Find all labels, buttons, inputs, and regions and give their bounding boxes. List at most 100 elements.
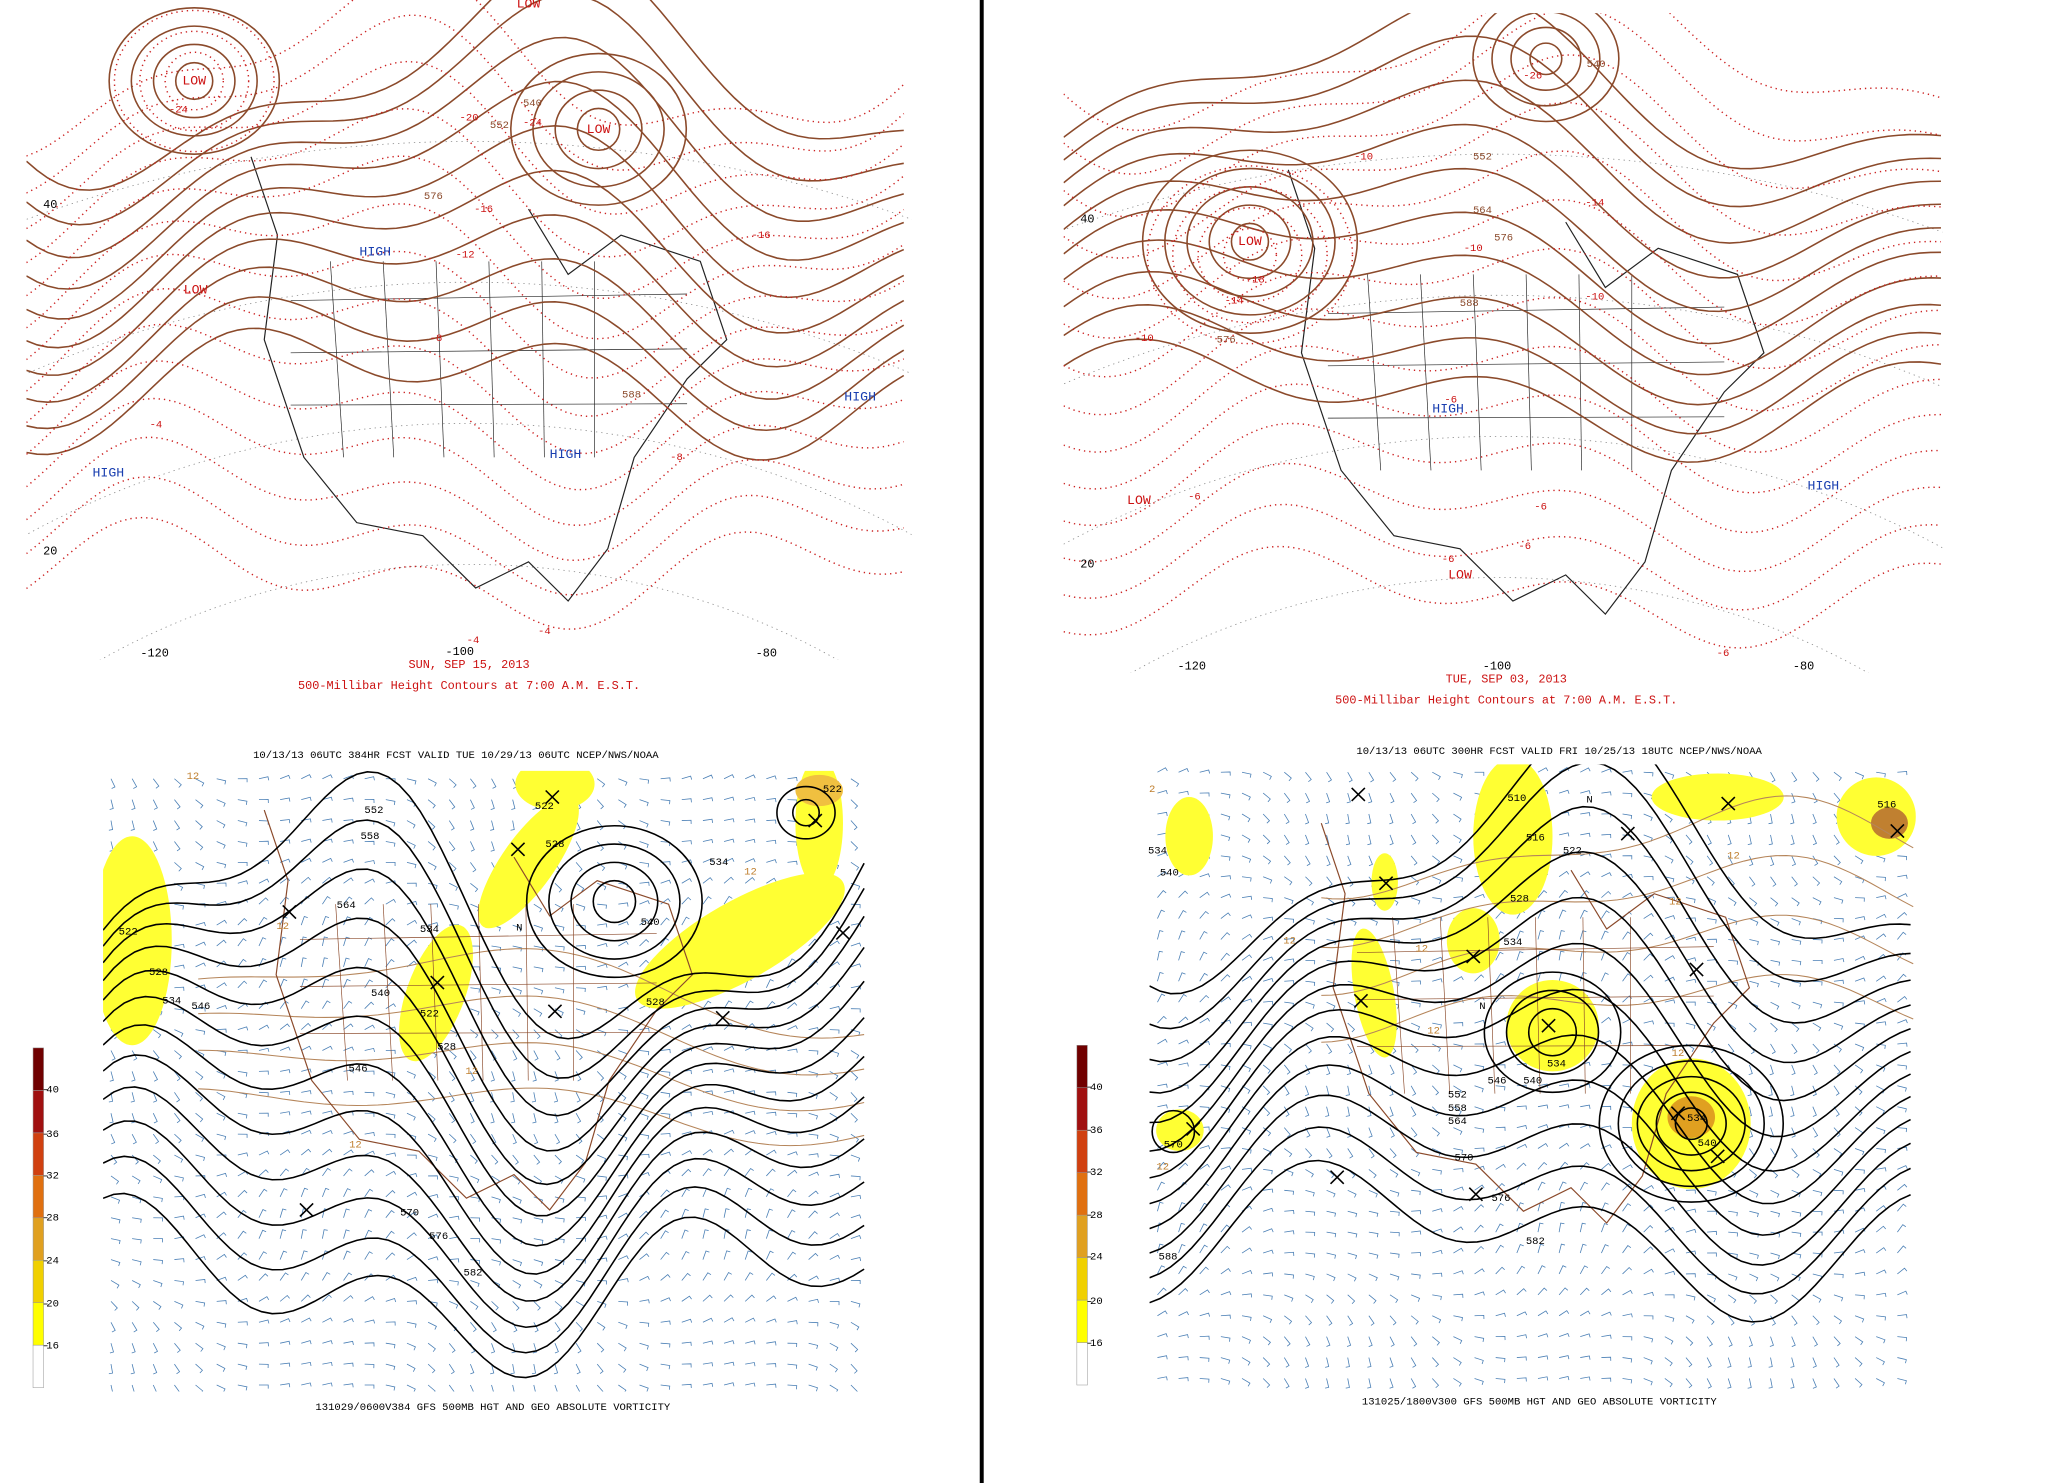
wind-barb	[1495, 951, 1504, 961]
wind-barb	[1622, 931, 1631, 940]
wind-barb	[618, 1255, 629, 1260]
wind-barb	[1897, 1290, 1908, 1296]
wind-barb	[1558, 1201, 1565, 1212]
wind-barb	[1876, 876, 1886, 882]
wind-barb	[427, 778, 437, 787]
contour-line	[103, 966, 865, 1186]
wind-barb	[744, 1272, 754, 1281]
wind-barb	[1897, 1019, 1908, 1024]
wind-barb	[1389, 1064, 1395, 1076]
wind-barb	[808, 1050, 819, 1055]
contour-label: -16	[752, 230, 771, 242]
wind-barb	[1833, 1273, 1844, 1279]
wind-barb	[1875, 1225, 1887, 1233]
wind-barb	[109, 1113, 114, 1124]
contour-line	[26, 0, 904, 191]
contour-line	[103, 1024, 865, 1247]
contour-line	[103, 819, 865, 1079]
wind-barb	[195, 984, 206, 989]
wind-barb	[1664, 1378, 1673, 1388]
wind-barb	[1579, 1222, 1586, 1233]
wind-barb	[1664, 896, 1675, 901]
wind-barb	[406, 820, 416, 829]
contour-ring	[130, 25, 258, 137]
wind-barb	[1326, 1210, 1337, 1217]
system: LOW	[1127, 493, 1151, 508]
contour-line	[103, 1155, 865, 1354]
wind-barb	[1558, 766, 1570, 773]
wind-barb	[660, 1209, 669, 1218]
wind-barb	[1326, 855, 1331, 867]
wind-barb	[808, 1091, 818, 1099]
wind-barb	[237, 1189, 248, 1198]
contour-label: 12	[1415, 943, 1428, 955]
wind-barb	[1178, 972, 1186, 982]
wind-barb	[744, 1167, 754, 1177]
wind-barb	[1241, 895, 1253, 900]
wind-barb	[364, 1229, 372, 1239]
contour-label: 528	[1510, 894, 1529, 906]
wind-barb	[364, 1363, 375, 1369]
wind-barb	[216, 1071, 226, 1079]
contour-line	[1321, 795, 1914, 900]
wind-barb	[322, 838, 333, 843]
wind-barb	[174, 1321, 183, 1332]
wind-barb	[554, 1343, 559, 1354]
wind-barb	[1747, 1378, 1752, 1389]
system: HIGH	[550, 447, 582, 462]
wind-barb	[829, 1133, 839, 1141]
wind-barb	[1178, 1265, 1187, 1275]
wind-barb	[343, 1362, 354, 1367]
contour-label: 564	[1473, 205, 1492, 217]
contour-label: 576	[424, 191, 443, 203]
wind-barb	[1157, 993, 1166, 1003]
wind-barb	[765, 1250, 774, 1260]
wind-barb	[1305, 1357, 1310, 1368]
wind-barb	[1601, 1377, 1612, 1382]
wind-barb	[1326, 1127, 1331, 1138]
contour-line	[1063, 345, 1942, 453]
contour-label: 576	[1494, 233, 1513, 245]
wind-barb	[829, 1363, 838, 1373]
wind-barb	[787, 1025, 798, 1030]
wind-barb	[575, 1175, 586, 1183]
wind-barb	[301, 1045, 312, 1051]
wind-barb	[300, 1229, 307, 1239]
wind-barb	[660, 1230, 669, 1239]
wind-barb	[1389, 1148, 1397, 1159]
wind-barb	[1537, 1124, 1549, 1129]
wind-barb	[470, 799, 475, 810]
wind-barb	[385, 1210, 395, 1219]
wind-barb	[723, 895, 733, 905]
wind-barb	[533, 966, 544, 973]
wind-barb	[1263, 1249, 1274, 1254]
wind-barb	[449, 1175, 459, 1182]
wind-barb	[1833, 1169, 1844, 1176]
wind-barb	[639, 799, 649, 807]
wind-barb	[490, 820, 495, 831]
contour-line	[26, 0, 904, 226]
wind-barb	[1727, 1378, 1732, 1389]
wind-barb	[1622, 1164, 1633, 1170]
coastline	[1287, 169, 1765, 616]
state-line	[435, 261, 445, 458]
wind-barb	[1537, 1333, 1549, 1338]
wind-barb	[427, 1112, 436, 1123]
contour-line	[26, 155, 905, 300]
wind-barb	[109, 1343, 114, 1354]
wind-barb	[1749, 980, 1759, 988]
wind-barb	[1368, 918, 1378, 926]
wind-barb	[1707, 1230, 1718, 1236]
wind-barb	[1622, 792, 1633, 798]
wind-barb	[1897, 1203, 1907, 1212]
wind-barb	[322, 1000, 331, 1009]
wind-barb	[300, 1167, 310, 1177]
wind-barb	[533, 1029, 541, 1040]
wind-barb	[406, 939, 417, 947]
colorbar-label: 20	[46, 1299, 59, 1311]
contour-label: 12	[744, 866, 757, 878]
contour-line	[26, 36, 904, 259]
wind-barb	[1770, 1001, 1780, 1010]
wind-barb	[512, 1008, 522, 1017]
